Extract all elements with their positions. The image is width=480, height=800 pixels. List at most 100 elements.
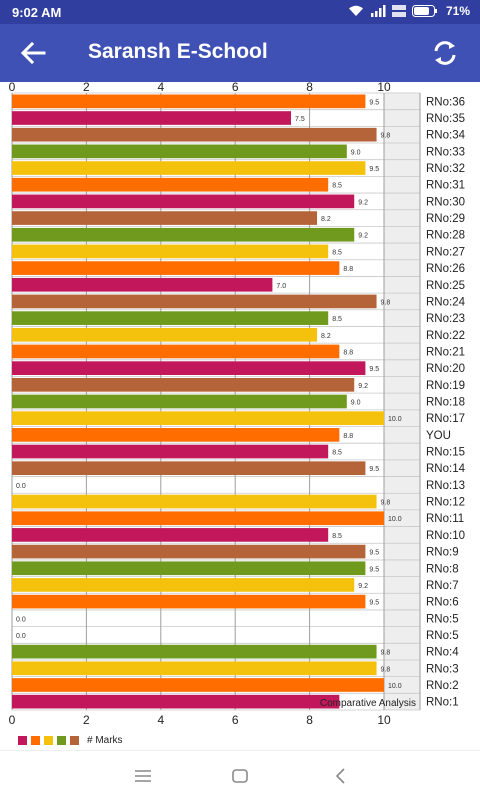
bar — [12, 161, 366, 175]
refresh-icon — [434, 41, 456, 65]
bar-value-label: 10.0 — [388, 416, 402, 423]
bar-value-label: 9.8 — [381, 650, 391, 657]
category-label: RNo:31 — [426, 180, 465, 192]
bar-value-label: 9.2 — [358, 383, 368, 390]
bar-value-label: 8.5 — [332, 183, 342, 190]
x-tick-label-bottom: 0 — [9, 713, 16, 727]
category-label: RNo:11 — [426, 513, 464, 525]
bar — [12, 177, 329, 192]
category-label: RNo:26 — [426, 263, 465, 275]
bar-value-label: 9.5 — [369, 466, 379, 473]
home-button[interactable] — [229, 765, 251, 787]
bar-value-label: 8.2 — [321, 333, 331, 340]
category-label: RNo:7 — [426, 580, 459, 592]
bar-value-label: 9.5 — [369, 166, 379, 173]
bar-value-label: 8.5 — [332, 249, 342, 256]
category-label: RNo:15 — [426, 447, 465, 459]
x-tick-label-top: 8 — [306, 82, 313, 94]
bar — [12, 561, 366, 576]
back-button[interactable] — [18, 39, 48, 67]
bar — [12, 277, 273, 292]
bar-value-label: 10.0 — [388, 683, 402, 690]
home-square-icon — [232, 769, 248, 783]
category-label: RNo:2 — [426, 680, 459, 692]
category-label: RNo:20 — [426, 363, 465, 375]
chart-svg: 0 0 2 2 4 4 6 6 8 8 10 10 9.5 RNo:36 7.5 RNo:35 9.8 RNo:3… — [9, 82, 466, 727]
recent-apps-button[interactable] — [132, 765, 154, 787]
bar — [12, 377, 355, 392]
legend-swatch — [70, 736, 79, 745]
bar-value-label: 9.8 — [381, 666, 391, 673]
bar — [12, 211, 318, 225]
x-tick-label-top: 2 — [83, 82, 90, 94]
bar — [12, 244, 329, 259]
category-label: RNo:5 — [426, 613, 459, 625]
category-label: RNo:36 — [426, 96, 465, 108]
category-label: RNo:25 — [426, 280, 465, 292]
bar-value-label: 9.8 — [381, 299, 391, 306]
category-label: RNo:6 — [426, 597, 459, 609]
x-tick-label-top: 6 — [232, 82, 239, 94]
bar-value-label: 8.8 — [343, 433, 353, 440]
bar — [12, 528, 329, 542]
bar-value-label: 0.0 — [16, 616, 26, 623]
menu-lines-icon — [135, 770, 151, 782]
category-label: RNo:4 — [426, 647, 459, 659]
battery-percent: 71% — [445, 4, 470, 18]
bar — [12, 94, 366, 109]
bar — [12, 361, 366, 375]
nav-back-button[interactable] — [330, 765, 352, 787]
category-label: RNo:30 — [426, 196, 465, 208]
bar — [12, 144, 347, 159]
category-label: RNo:10 — [426, 530, 465, 542]
bar — [12, 444, 329, 459]
bar — [12, 394, 347, 409]
bar — [12, 578, 355, 592]
status-icons: 71% — [348, 4, 470, 18]
bar — [12, 311, 329, 325]
bar-value-label: 9.5 — [369, 366, 379, 373]
volte-icon — [391, 5, 406, 17]
battery-icon — [411, 5, 438, 17]
bar — [12, 678, 384, 692]
legend-label: # Marks — [87, 735, 123, 746]
x-tick-label-bottom: 8 — [306, 713, 313, 727]
bar-value-label: 9.2 — [358, 233, 368, 240]
bar — [12, 428, 340, 442]
bar — [12, 344, 340, 359]
status-bar: 9:02 AM 71% — [0, 0, 480, 24]
bar-value-label: 8.5 — [332, 533, 342, 540]
category-label: RNo:9 — [426, 547, 459, 559]
category-label: RNo:13 — [426, 480, 465, 492]
back-chevron-icon — [335, 768, 345, 784]
category-label: RNo:18 — [426, 397, 465, 409]
category-label: RNo:33 — [426, 146, 465, 158]
bar-value-label: 9.0 — [351, 149, 361, 156]
category-label: RNo:3 — [426, 663, 459, 675]
bar-value-label: 0.0 — [16, 633, 26, 640]
system-nav-bar — [0, 750, 480, 800]
category-label: YOU — [426, 430, 451, 442]
chart-legend: # Marks — [18, 735, 123, 746]
plot-right-background — [384, 93, 420, 710]
refresh-button[interactable] — [430, 38, 460, 68]
bar-value-label: 9.2 — [358, 199, 368, 206]
wifi-icon — [348, 5, 364, 17]
bar-value-label: 9.8 — [381, 500, 391, 507]
category-label: RNo:17 — [426, 413, 465, 425]
bar — [12, 294, 377, 309]
category-label: RNo:22 — [426, 330, 465, 342]
x-tick-label-top: 0 — [9, 82, 16, 94]
bar-value-label: 8.8 — [343, 349, 353, 356]
bar-value-label: 7.5 — [295, 116, 305, 123]
bar — [12, 511, 384, 526]
bar-value-label: 9.2 — [358, 583, 368, 590]
category-label: RNo:8 — [426, 563, 459, 575]
category-label: RNo:12 — [426, 497, 465, 509]
arrow-back-icon — [20, 41, 46, 65]
category-label: RNo:32 — [426, 163, 465, 175]
bar-value-label: 8.5 — [332, 450, 342, 457]
x-tick-label-top: 10 — [377, 82, 391, 94]
status-time: 9:02 AM — [12, 5, 62, 20]
x-tick-label-bottom: 4 — [157, 713, 164, 727]
